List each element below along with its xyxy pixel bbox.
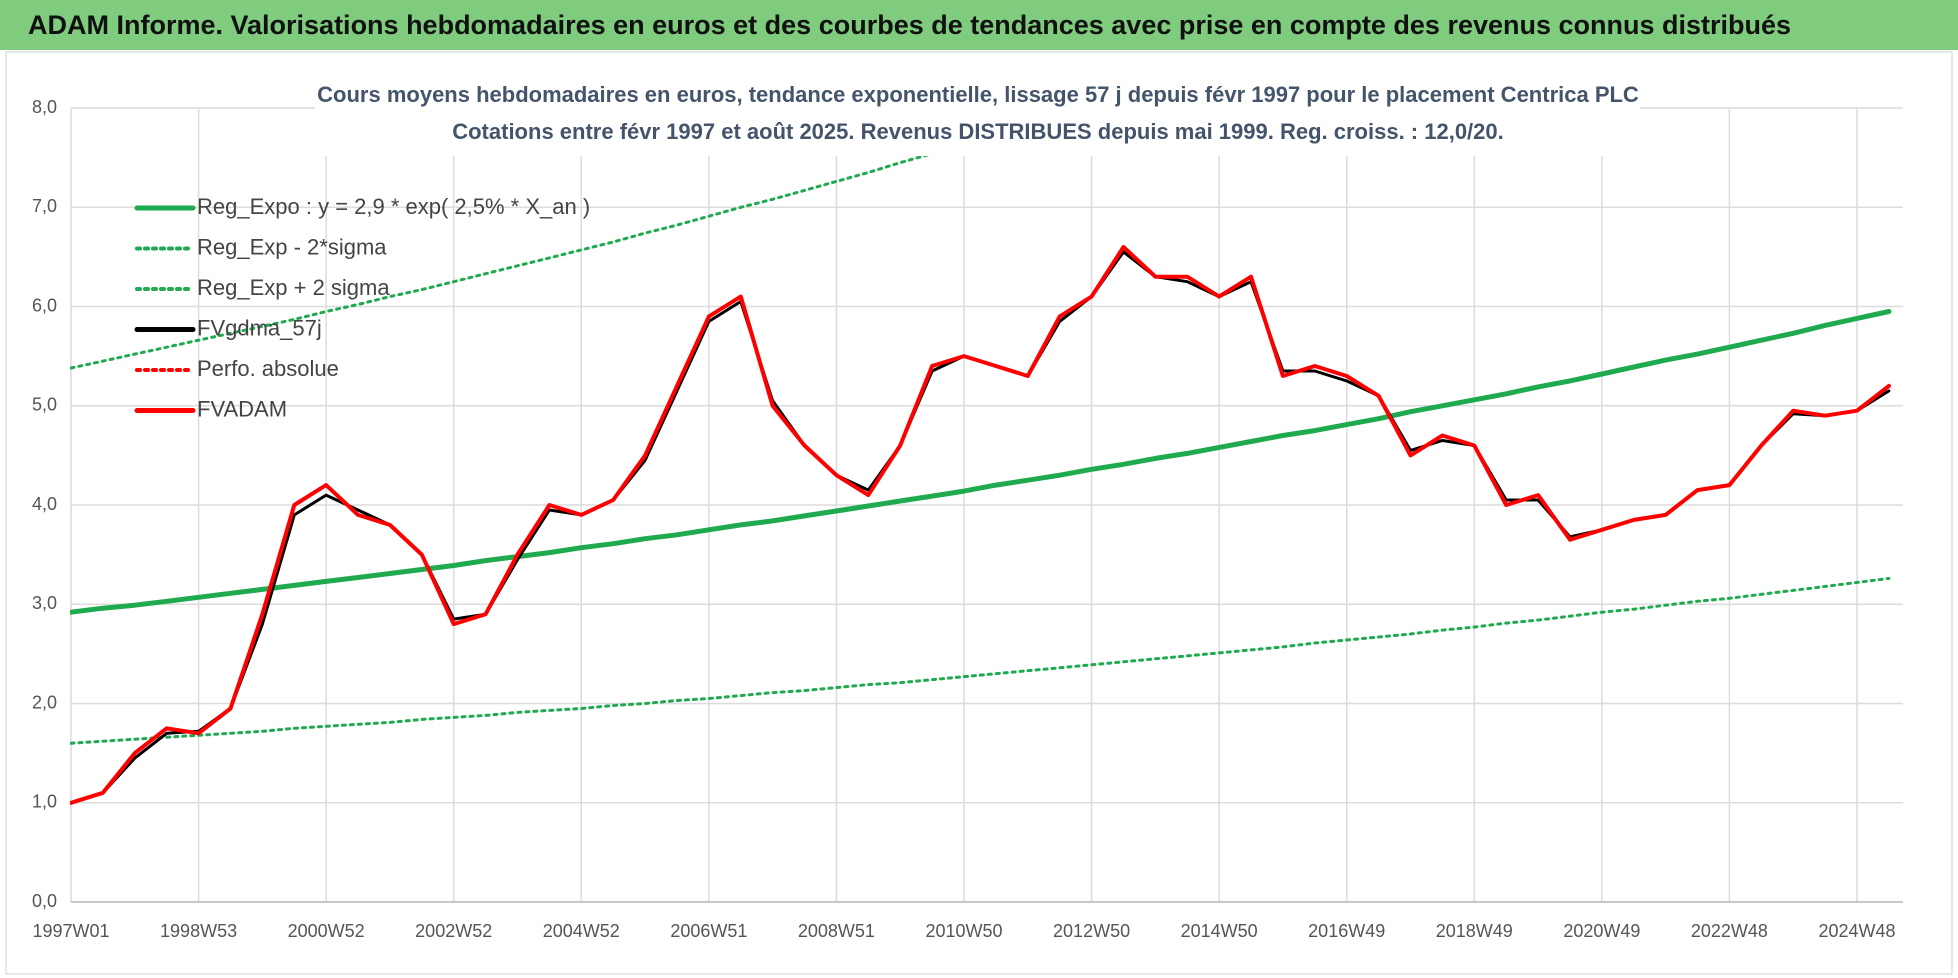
y-tick-label: 8,0: [32, 97, 57, 117]
y-tick-label: 6,0: [32, 295, 57, 315]
series-line: [70, 309, 1892, 615]
x-tick-label: 2012W50: [1053, 921, 1130, 941]
x-tick-label: 2000W52: [288, 921, 365, 941]
chart-title: Cours moyens hebdomadaires en euros, ten…: [317, 82, 1639, 107]
y-tick-label: 3,0: [32, 593, 57, 613]
y-tick-label: 5,0: [32, 395, 57, 415]
x-tick-label: 2002W52: [415, 921, 492, 941]
x-tick-label: 2016W49: [1308, 921, 1385, 941]
x-tick-label: 2010W50: [925, 921, 1002, 941]
y-tick-label: 4,0: [32, 494, 57, 514]
x-tick-label: 2014W50: [1181, 921, 1258, 941]
x-tick-label: 2024W48: [1818, 921, 1895, 941]
x-tick-label: 2004W52: [543, 921, 620, 941]
legend-label: FVgdma_57j: [197, 315, 322, 340]
legend-label: Reg_Expo : y = 2,9 * exp( 2,5% * X_an ): [197, 194, 590, 219]
y-tick-label: 2,0: [32, 692, 57, 712]
x-tick-label: 1998W53: [160, 921, 237, 941]
y-tick-label: 7,0: [32, 196, 57, 216]
x-tick-label: 2020W49: [1563, 921, 1640, 941]
x-tick-label: 1997W01: [32, 921, 109, 941]
title-bg: [315, 76, 1640, 156]
x-tick-label: 2006W51: [670, 921, 747, 941]
chart-border: [5, 51, 1953, 975]
series-line: [70, 245, 1891, 805]
legend-label: Reg_Exp - 2*sigma: [197, 234, 387, 259]
series-line: [70, 108, 1087, 370]
x-tick-label: 2022W48: [1691, 921, 1768, 941]
y-tick-label: 0,0: [32, 891, 57, 911]
legend-label: Reg_Exp + 2 sigma: [197, 275, 390, 300]
legend-label: Perfo. absolue: [197, 356, 339, 381]
chart-subtitle: Cotations entre févr 1997 et août 2025. …: [452, 119, 1504, 144]
x-tick-label: 2018W49: [1436, 921, 1513, 941]
header-title: ADAM Informe. Valorisations hebdomadaire…: [0, 0, 1958, 50]
legend-label: FVADAM: [197, 396, 287, 421]
x-tick-label: 2008W51: [798, 921, 875, 941]
series-line: [70, 576, 1891, 745]
y-tick-label: 1,0: [32, 792, 57, 812]
